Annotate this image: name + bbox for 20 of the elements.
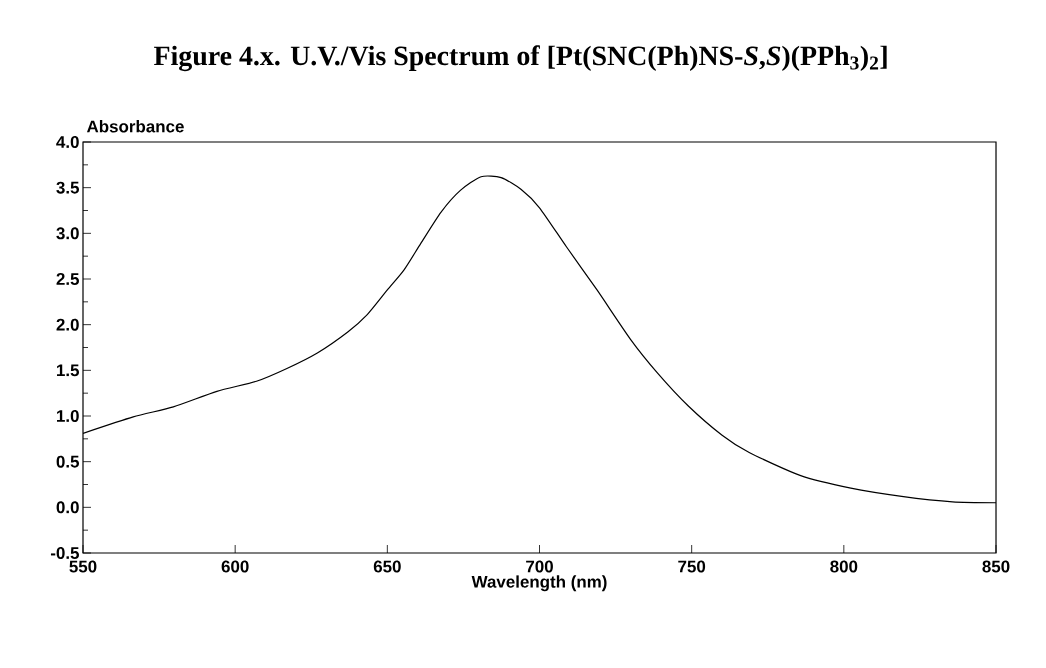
y-tick-label: 2.5 — [56, 273, 80, 285]
y-tick-label: 0.0 — [56, 501, 79, 514]
x-tick-label: 800 — [830, 560, 858, 573]
x-tick-label: 650 — [373, 560, 401, 573]
y-tick-label: 2.0 — [56, 318, 79, 331]
y-tick-label: 1.5 — [57, 364, 80, 377]
chart-title: Figure 4.x. U.V./Vis Spectrum of [Pt(SNC(Ph)NS-S,S)(PPh$_{3}$)$_{2}$] — [154, 45, 887, 72]
y-tick-label: 3.0 — [56, 227, 79, 240]
x-tick-label: 550 — [69, 560, 97, 573]
y-tick-label: 3.5 — [56, 181, 80, 194]
x-tick-label: 850 — [982, 560, 1010, 573]
x-axis-title: Wavelength (nm) — [471, 575, 607, 592]
y-axis-title: Absorbance — [86, 120, 184, 133]
x-tick-label: 600 — [221, 560, 249, 573]
x-tick-label: 700 — [526, 560, 553, 573]
y-tick-label: -0.5 — [50, 547, 80, 559]
x-tick-label: 750 — [678, 560, 706, 573]
y-tick-label: 4.0 — [56, 136, 79, 148]
y-tick-label: 1.0 — [57, 410, 79, 422]
y-tick-label: 0.5 — [56, 455, 80, 468]
